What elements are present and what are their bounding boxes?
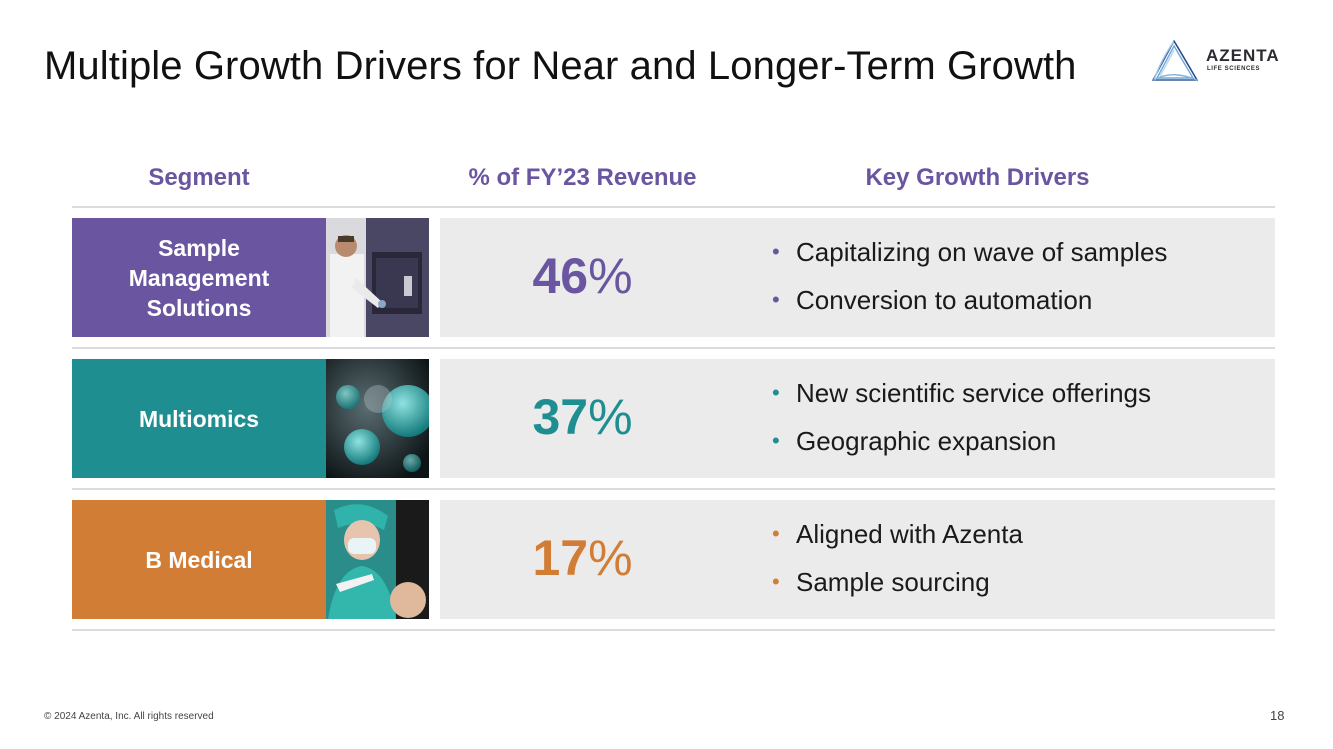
- vaccination-nurse-photo: [326, 500, 429, 619]
- bullet-icon: •: [772, 569, 780, 594]
- segment-label-line: Solutions: [146, 294, 252, 321]
- lab-scientist-freezer-photo: [326, 218, 429, 337]
- bullet-icon: •: [772, 287, 780, 312]
- list-item: • Aligned with Azenta: [770, 520, 1023, 548]
- revenue-percentage: 17%: [440, 528, 725, 588]
- segment-label-box: Multiomics: [72, 359, 326, 478]
- driver-text: Capitalizing on wave of samples: [796, 237, 1168, 267]
- divider: [72, 629, 1275, 631]
- revenue-percentage-number: 46: [532, 248, 589, 304]
- bullet-icon: •: [772, 380, 780, 405]
- copyright-footer: © 2024 Azenta, Inc. All rights reserved: [44, 711, 214, 722]
- driver-text: Conversion to automation: [796, 285, 1093, 315]
- divider: [72, 347, 1275, 349]
- segment-label-box: B Medical: [72, 500, 326, 619]
- revenue-percentage: 46%: [440, 246, 725, 306]
- segment-label-line: B Medical: [145, 546, 253, 573]
- segment-label-line: Multiomics: [138, 405, 260, 432]
- list-item: • Conversion to automation: [770, 286, 1167, 314]
- driver-text: New scientific service offerings: [796, 378, 1151, 408]
- azenta-triangle-icon: [1151, 39, 1199, 81]
- list-item: • Capitalizing on wave of samples: [770, 238, 1167, 266]
- azenta-logo: AZENTA LIFE SCIENCES: [1150, 38, 1290, 86]
- driver-text: Aligned with Azenta: [796, 519, 1023, 549]
- percent-sign: %: [588, 530, 633, 586]
- segment-label-line: Management: [128, 264, 270, 291]
- revenue-percentage-number: 37: [532, 389, 589, 445]
- growth-drivers-list: • New scientific service offerings • Geogr…: [770, 379, 1151, 475]
- segment-label-line: Sample: [158, 234, 240, 261]
- table-row-b-medical: B Medical 17% • Aligned with Azenta • Samp…: [72, 500, 1275, 619]
- percent-sign: %: [588, 248, 633, 304]
- virus-particles-photo: [326, 359, 429, 478]
- revenue-percentage-number: 17: [532, 530, 589, 586]
- growth-drivers-list: • Capitalizing on wave of samples • Conver…: [770, 238, 1167, 334]
- list-item: • New scientific service offerings: [770, 379, 1151, 407]
- header-drivers: Key Growth Drivers: [865, 164, 1090, 191]
- list-item: • Sample sourcing: [770, 568, 1023, 596]
- slide-title: Multiple Growth Drivers for Near and Lon…: [44, 44, 1077, 88]
- bullet-icon: •: [772, 521, 780, 546]
- page-number: 18: [1270, 708, 1285, 723]
- bullet-icon: •: [772, 239, 780, 264]
- growth-drivers-list: • Aligned with Azenta • Sample sourcing: [770, 520, 1023, 616]
- detail-panel: 37% • New scientific service offerings • G…: [440, 359, 1275, 478]
- logo-wordmark: AZENTA: [1206, 46, 1280, 65]
- header-segment: Segment: [148, 164, 250, 191]
- table-row-sample-management: Sample Management Solutions 46%: [72, 218, 1275, 337]
- driver-text: Geographic expansion: [796, 426, 1057, 456]
- divider: [72, 206, 1275, 208]
- detail-panel: 17% • Aligned with Azenta • Sample sourcin…: [440, 500, 1275, 619]
- revenue-percentage: 37%: [440, 387, 725, 447]
- divider: [72, 488, 1275, 490]
- detail-panel: 46% • Capitalizing on wave of samples • Co…: [440, 218, 1275, 337]
- header-revenue: % of FY’23 Revenue: [468, 164, 697, 191]
- bullet-icon: •: [772, 428, 780, 453]
- segment-label-box: Sample Management Solutions: [72, 218, 326, 337]
- table-row-multiomics: Multiomics: [72, 359, 1275, 478]
- logo-tagline: LIFE SCIENCES: [1207, 66, 1261, 72]
- list-item: • Geographic expansion: [770, 427, 1151, 455]
- driver-text: Sample sourcing: [796, 567, 990, 597]
- percent-sign: %: [588, 389, 633, 445]
